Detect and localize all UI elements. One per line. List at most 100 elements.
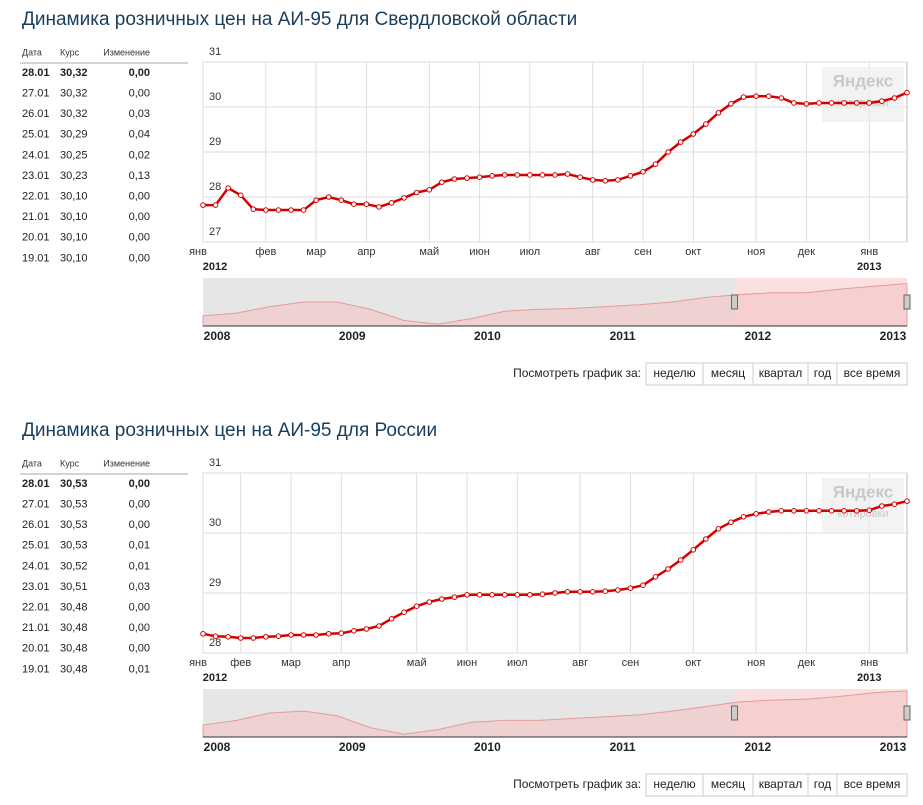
price-point xyxy=(338,197,345,203)
period-button-label[interactable]: неделю xyxy=(653,777,695,791)
table-header: Изменение xyxy=(103,47,150,57)
price-point xyxy=(325,194,332,200)
price-point xyxy=(577,174,583,180)
price-point xyxy=(325,631,332,637)
selection-handle[interactable] xyxy=(731,294,739,310)
x-tick-label: ноя xyxy=(747,657,765,669)
table-cell: 30,48 xyxy=(60,663,88,675)
x-tick-label: янв xyxy=(860,246,878,258)
table-cell: 30,23 xyxy=(60,170,88,182)
price-point xyxy=(690,547,697,553)
price-point xyxy=(401,609,407,616)
period-button-label[interactable]: год xyxy=(814,777,832,791)
price-point xyxy=(564,589,571,595)
price-point xyxy=(501,172,508,178)
period-button-label[interactable]: месяц xyxy=(711,366,745,380)
price-point xyxy=(250,635,257,641)
price-point xyxy=(363,201,370,207)
x-tick-label: окт xyxy=(685,246,701,258)
x-tick-label: мар xyxy=(281,657,301,669)
price-point xyxy=(665,149,671,155)
price-point xyxy=(828,508,835,514)
overview-year: 2011 xyxy=(610,740,636,754)
price-point xyxy=(703,536,709,542)
overview-year: 2009 xyxy=(339,740,366,754)
price-point xyxy=(841,508,847,514)
table-cell: 0,02 xyxy=(129,149,150,161)
price-point xyxy=(275,633,282,640)
price-point xyxy=(313,632,319,638)
price-point xyxy=(740,514,747,520)
panel-title: Динамика розничных цен на АИ-95 для Свер… xyxy=(22,9,577,30)
table-cell: 19.01 xyxy=(22,252,50,264)
period-button-label[interactable]: месяц xyxy=(711,777,745,791)
price-point xyxy=(426,187,433,193)
price-point xyxy=(476,174,483,180)
x-tick-label: фев xyxy=(255,246,276,258)
price-point xyxy=(904,89,910,96)
price-point xyxy=(866,507,873,514)
table-cell: 25.01 xyxy=(22,540,50,552)
price-point xyxy=(602,588,609,595)
price-point xyxy=(891,501,898,508)
x-year-label: 2012 xyxy=(203,261,227,273)
price-point xyxy=(527,172,533,178)
y-tick-label: 28 xyxy=(209,181,221,193)
price-point xyxy=(413,189,420,196)
table-cell: 0,00 xyxy=(129,191,150,203)
period-button-label[interactable]: неделю xyxy=(653,366,695,380)
price-point xyxy=(527,592,533,598)
table-header: Курс xyxy=(60,458,80,468)
price-point xyxy=(464,592,470,598)
price-point xyxy=(891,95,898,101)
period-button-label[interactable]: квартал xyxy=(759,777,803,791)
table-header: Дата xyxy=(22,47,42,57)
period-button[interactable] xyxy=(836,362,908,386)
period-button-label[interactable]: год xyxy=(814,366,832,380)
price-point xyxy=(200,631,206,637)
x-tick-label: июн xyxy=(469,246,489,258)
price-point xyxy=(338,630,345,637)
overview-year: 2012 xyxy=(744,740,771,754)
y-tick-label: 27 xyxy=(209,226,221,238)
selection-handle[interactable] xyxy=(903,294,911,310)
x-tick-label: ноя xyxy=(747,246,765,258)
price-point xyxy=(464,175,470,181)
watermark-box xyxy=(822,67,904,122)
selection-handle[interactable] xyxy=(731,705,739,721)
price-point xyxy=(539,172,546,178)
price-point xyxy=(388,616,395,622)
price-point xyxy=(715,526,722,532)
period-button[interactable] xyxy=(836,773,908,797)
price-point xyxy=(879,98,885,104)
period-button-label[interactable]: все время xyxy=(844,366,901,380)
table-cell: 22.01 xyxy=(22,602,50,614)
price-point xyxy=(677,557,684,563)
table-cell: 24.01 xyxy=(22,149,50,161)
table-cell: 30,53 xyxy=(60,478,88,490)
table-cell: 0,00 xyxy=(129,211,150,223)
price-point xyxy=(426,599,433,605)
table-cell: 20.01 xyxy=(22,643,50,655)
table-cell: 30,32 xyxy=(60,67,88,79)
table-cell: 0,03 xyxy=(129,108,150,120)
period-button-label[interactable]: квартал xyxy=(759,366,803,380)
period-button-label[interactable]: все время xyxy=(844,777,901,791)
table-cell: 27.01 xyxy=(22,88,50,100)
table-cell: 26.01 xyxy=(22,108,50,120)
price-point xyxy=(652,574,659,580)
table-cell: 26.01 xyxy=(22,519,50,531)
y-tick-label: 28 xyxy=(209,637,221,649)
table-cell: 21.01 xyxy=(22,622,50,634)
price-point xyxy=(803,508,810,514)
y-tick-label: 31 xyxy=(209,46,221,58)
price-point xyxy=(665,566,671,572)
price-point xyxy=(363,626,370,632)
overview-area xyxy=(202,690,908,738)
selection-handle[interactable] xyxy=(903,705,911,721)
price-point xyxy=(225,634,231,640)
overview-year: 2010 xyxy=(474,329,501,343)
price-point xyxy=(577,589,583,595)
table-cell: 0,00 xyxy=(129,67,150,79)
